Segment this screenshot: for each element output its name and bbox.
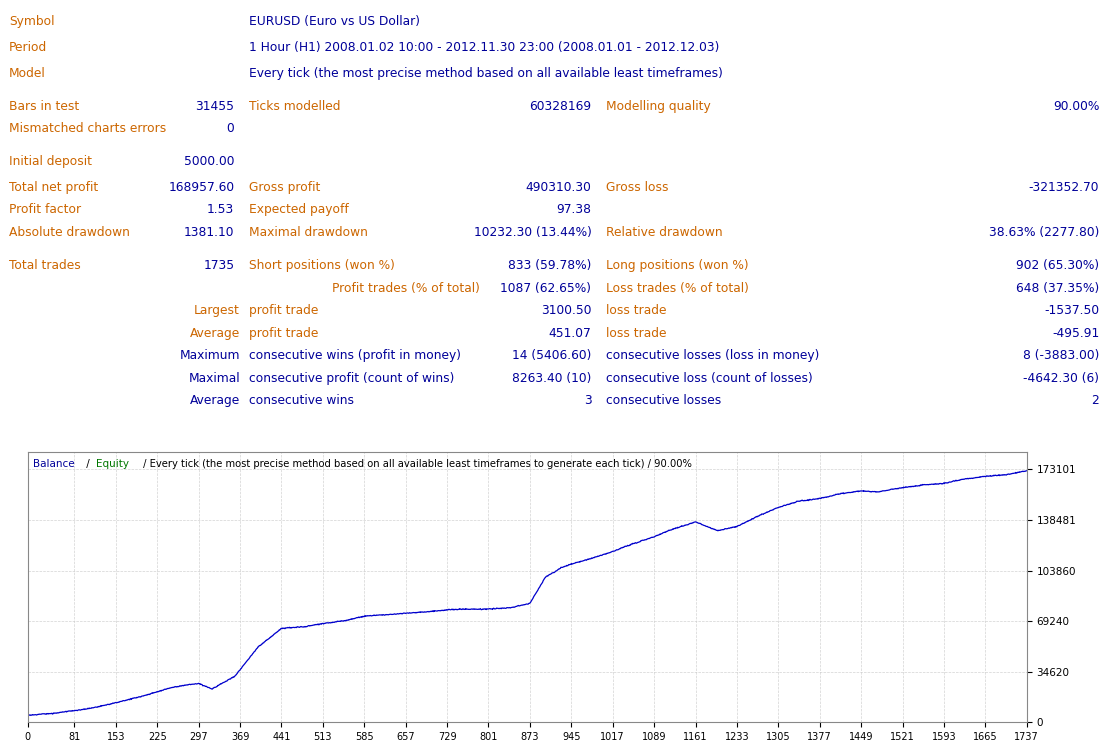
Text: 8263.40 (10): 8263.40 (10) xyxy=(512,372,591,385)
Text: consecutive losses: consecutive losses xyxy=(606,394,721,408)
Text: consecutive wins (profit in money): consecutive wins (profit in money) xyxy=(249,349,461,362)
Text: Symbol: Symbol xyxy=(9,15,55,28)
Text: Bars in test: Bars in test xyxy=(9,100,79,113)
Text: Gross profit: Gross profit xyxy=(249,181,320,194)
Text: 90.00%: 90.00% xyxy=(1052,100,1099,113)
Text: Total net profit: Total net profit xyxy=(9,181,98,194)
Text: 648 (37.35%): 648 (37.35%) xyxy=(1016,282,1099,295)
Text: 3: 3 xyxy=(584,394,591,408)
Text: Short positions (won %): Short positions (won %) xyxy=(249,259,395,272)
Text: Loss trades (% of total): Loss trades (% of total) xyxy=(606,282,749,295)
Text: Largest: Largest xyxy=(194,304,240,317)
Text: Initial deposit: Initial deposit xyxy=(9,155,92,167)
Text: profit trade: profit trade xyxy=(249,327,318,339)
Text: 8 (-3883.00): 8 (-3883.00) xyxy=(1023,349,1099,362)
Text: consecutive wins: consecutive wins xyxy=(249,394,354,408)
Text: 2: 2 xyxy=(1091,394,1099,408)
Text: Maximal drawdown: Maximal drawdown xyxy=(249,226,368,239)
Text: Total trades: Total trades xyxy=(9,259,80,272)
Text: 0: 0 xyxy=(227,122,234,135)
Text: 3100.50: 3100.50 xyxy=(541,304,591,317)
Text: 1.53: 1.53 xyxy=(208,203,234,216)
Text: 14 (5406.60): 14 (5406.60) xyxy=(512,349,591,362)
Text: consecutive losses (loss in money): consecutive losses (loss in money) xyxy=(606,349,819,362)
Text: consecutive profit (count of wins): consecutive profit (count of wins) xyxy=(249,372,454,385)
Text: loss trade: loss trade xyxy=(606,327,666,339)
Text: -4642.30 (6): -4642.30 (6) xyxy=(1023,372,1099,385)
Text: -321352.70: -321352.70 xyxy=(1029,181,1099,194)
Text: Gross loss: Gross loss xyxy=(606,181,668,194)
Text: Balance: Balance xyxy=(32,459,75,469)
Text: 60328169: 60328169 xyxy=(529,100,591,113)
Text: Maximum: Maximum xyxy=(180,349,240,362)
Text: EURUSD (Euro vs US Dollar): EURUSD (Euro vs US Dollar) xyxy=(249,15,420,28)
Text: consecutive loss (count of losses): consecutive loss (count of losses) xyxy=(606,372,812,385)
Text: Relative drawdown: Relative drawdown xyxy=(606,226,723,239)
Text: 490310.30: 490310.30 xyxy=(526,181,591,194)
Text: Long positions (won %): Long positions (won %) xyxy=(606,259,749,272)
Text: Profit factor: Profit factor xyxy=(9,203,81,216)
Text: 5000.00: 5000.00 xyxy=(184,155,234,167)
Text: 1735: 1735 xyxy=(203,259,234,272)
Text: 1087 (62.65%): 1087 (62.65%) xyxy=(500,282,591,295)
Text: Equity: Equity xyxy=(96,459,128,469)
Text: -1537.50: -1537.50 xyxy=(1045,304,1099,317)
Text: 1381.10: 1381.10 xyxy=(184,226,234,239)
Text: 902 (65.30%): 902 (65.30%) xyxy=(1017,259,1099,272)
Text: Mismatched charts errors: Mismatched charts errors xyxy=(9,122,166,135)
Text: Expected payoff: Expected payoff xyxy=(249,203,348,216)
Text: -495.91: -495.91 xyxy=(1052,327,1099,339)
Text: Profit trades (% of total): Profit trades (% of total) xyxy=(331,282,480,295)
Text: Modelling quality: Modelling quality xyxy=(606,100,711,113)
Text: /: / xyxy=(83,459,93,469)
Text: 168957.60: 168957.60 xyxy=(169,181,234,194)
Text: / Every tick (the most precise method based on all available least timeframes to: / Every tick (the most precise method ba… xyxy=(140,459,692,469)
Text: profit trade: profit trade xyxy=(249,304,318,317)
Text: loss trade: loss trade xyxy=(606,304,666,317)
Text: 97.38: 97.38 xyxy=(557,203,591,216)
Text: Maximal: Maximal xyxy=(189,372,240,385)
Text: Model: Model xyxy=(9,67,46,80)
Text: 451.07: 451.07 xyxy=(549,327,591,339)
Text: 10232.30 (13.44%): 10232.30 (13.44%) xyxy=(473,226,591,239)
Text: Every tick (the most precise method based on all available least timeframes): Every tick (the most precise method base… xyxy=(249,67,723,80)
Text: 1 Hour (H1) 2008.01.02 10:00 - 2012.11.30 23:00 (2008.01.01 - 2012.12.03): 1 Hour (H1) 2008.01.02 10:00 - 2012.11.3… xyxy=(249,41,719,54)
Text: 833 (59.78%): 833 (59.78%) xyxy=(508,259,591,272)
Text: 38.63% (2277.80): 38.63% (2277.80) xyxy=(989,226,1099,239)
Text: Average: Average xyxy=(190,394,240,408)
Text: Absolute drawdown: Absolute drawdown xyxy=(9,226,129,239)
Text: Ticks modelled: Ticks modelled xyxy=(249,100,340,113)
Text: 31455: 31455 xyxy=(195,100,234,113)
Text: Average: Average xyxy=(190,327,240,339)
Text: Period: Period xyxy=(9,41,47,54)
